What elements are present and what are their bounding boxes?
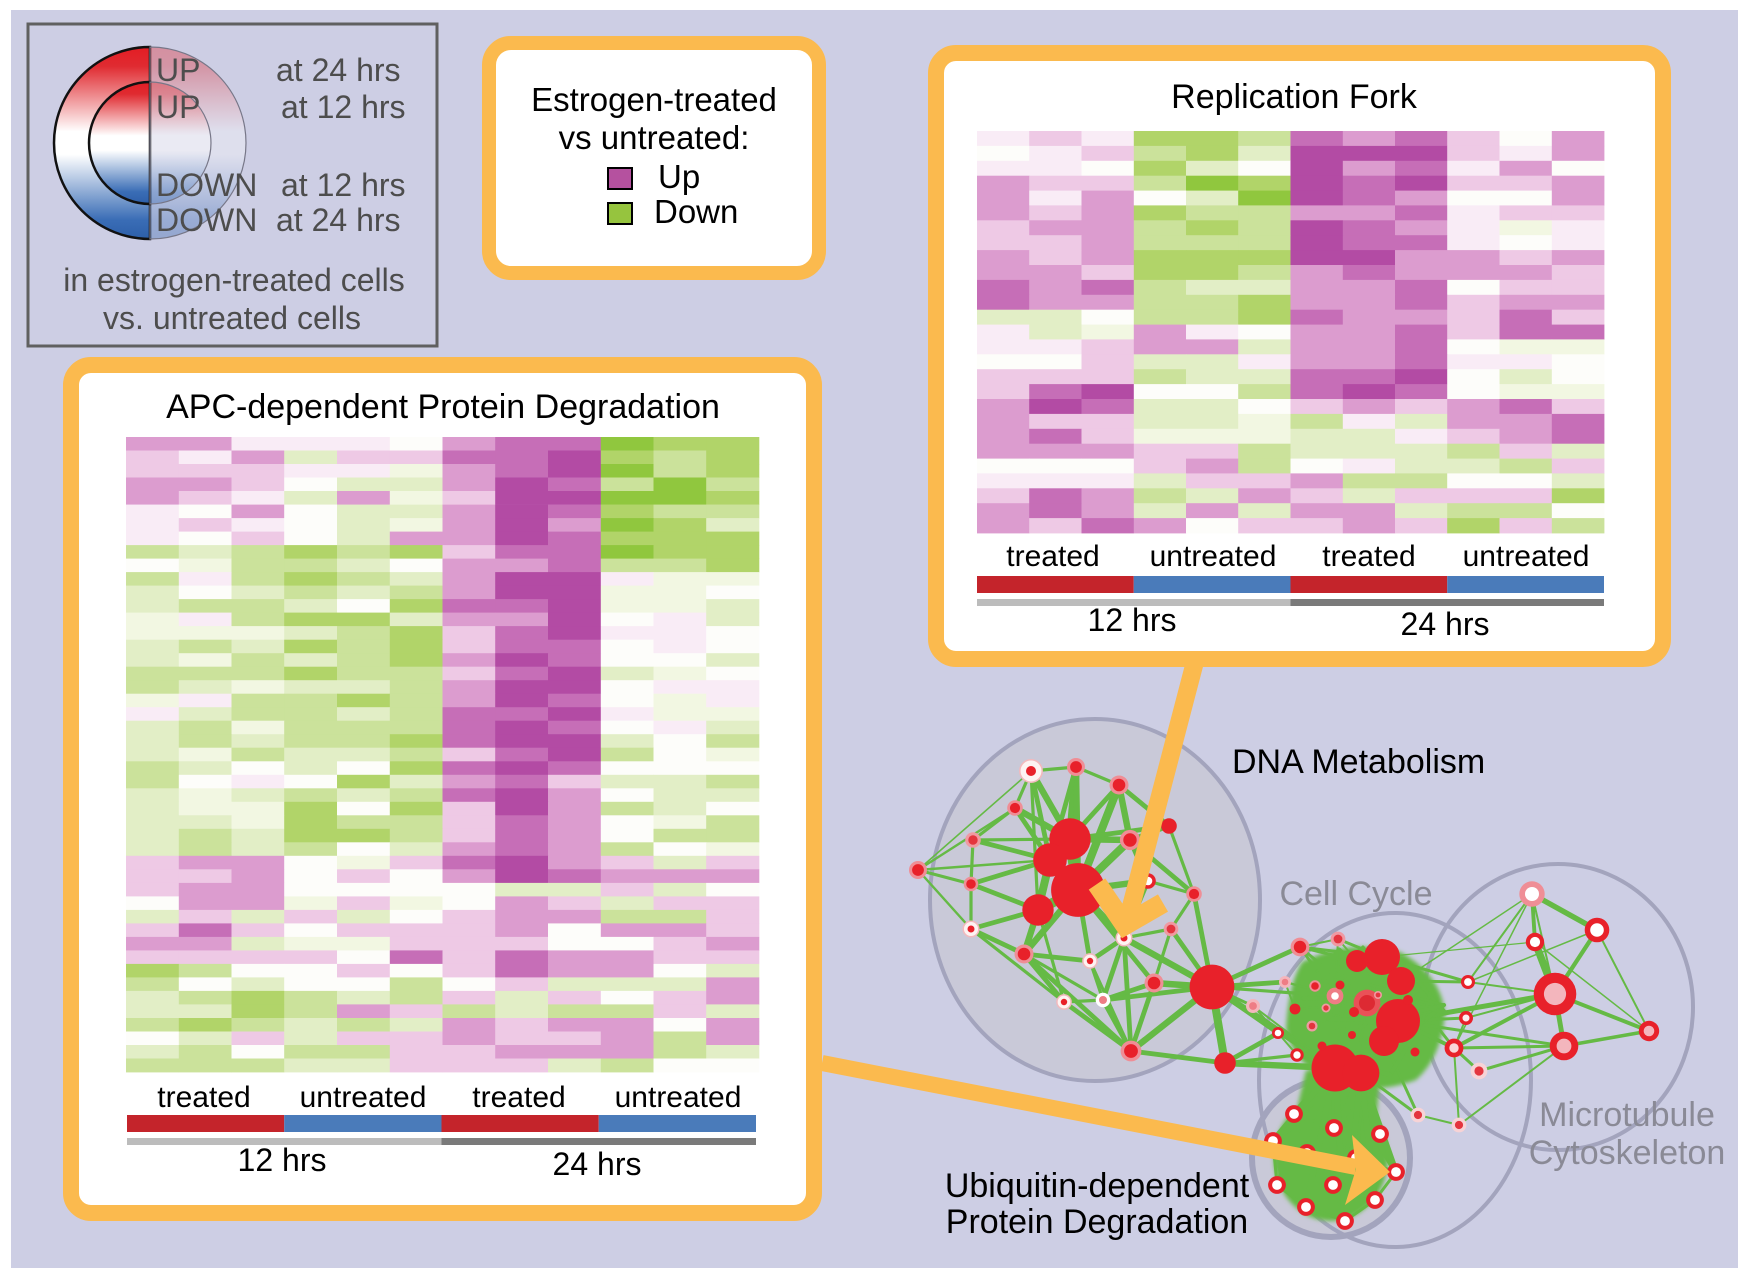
- svg-text:Protein Degradation: Protein Degradation: [946, 1203, 1248, 1241]
- svg-text:Ubiquitin-dependent: Ubiquitin-dependent: [945, 1167, 1250, 1205]
- svg-text:treated: treated: [1006, 540, 1099, 573]
- svg-text:untreated: untreated: [300, 1081, 427, 1114]
- svg-text:Cytoskeleton: Cytoskeleton: [1529, 1134, 1726, 1172]
- svg-text:at 12 hrs: at 12 hrs: [281, 89, 406, 125]
- svg-text:UP: UP: [156, 89, 200, 125]
- svg-text:24 hrs: 24 hrs: [553, 1146, 642, 1182]
- svg-text:untreated: untreated: [615, 1081, 742, 1114]
- svg-text:treated: treated: [472, 1081, 565, 1114]
- svg-text:DOWN: DOWN: [156, 167, 257, 203]
- svg-text:12 hrs: 12 hrs: [1088, 602, 1177, 638]
- svg-text:Cell Cycle: Cell Cycle: [1279, 875, 1432, 913]
- svg-text:Estrogen-treated: Estrogen-treated: [531, 81, 777, 118]
- svg-text:untreated: untreated: [1150, 540, 1277, 573]
- svg-text:untreated: untreated: [1463, 540, 1590, 573]
- svg-text:vs. untreated cells: vs. untreated cells: [103, 300, 361, 336]
- svg-text:treated: treated: [157, 1081, 250, 1114]
- svg-text:UP: UP: [156, 52, 200, 88]
- svg-text:DNA Metabolism: DNA Metabolism: [1232, 743, 1485, 781]
- svg-text:at 24 hrs: at 24 hrs: [276, 52, 401, 88]
- svg-text:DOWN: DOWN: [156, 202, 257, 238]
- svg-text:treated: treated: [1322, 540, 1415, 573]
- svg-text:Replication Fork: Replication Fork: [1171, 78, 1418, 116]
- svg-text:in estrogen-treated cells: in estrogen-treated cells: [63, 262, 405, 298]
- svg-text:24 hrs: 24 hrs: [1401, 606, 1490, 642]
- svg-text:12 hrs: 12 hrs: [238, 1142, 327, 1178]
- svg-text:at 24 hrs: at 24 hrs: [276, 202, 401, 238]
- svg-text:Up: Up: [658, 158, 700, 195]
- svg-text:Down: Down: [654, 193, 738, 230]
- svg-text:APC-dependent Protein Degradat: APC-dependent Protein Degradation: [166, 388, 720, 426]
- svg-text:at 12 hrs: at 12 hrs: [281, 167, 406, 203]
- svg-text:vs untreated:: vs untreated:: [559, 119, 750, 156]
- svg-text:Microtubule: Microtubule: [1539, 1096, 1715, 1134]
